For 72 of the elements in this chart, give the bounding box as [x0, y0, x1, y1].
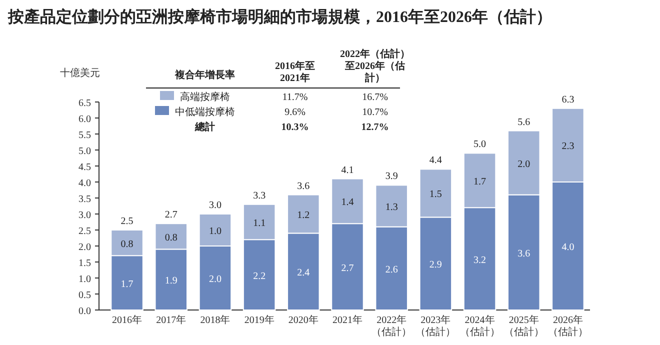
x-tick-label: 2026年（估計） [546, 315, 589, 339]
total-label: 3.3 [253, 190, 266, 202]
annotation: 16.7% [362, 92, 388, 103]
text: 複合年增長率 [174, 69, 235, 81]
text: 2022年（估計）至2026年（估計） [339, 49, 411, 85]
x-tick-label: 2022年（估計） [370, 315, 413, 339]
data-label: 1.3 [385, 202, 398, 213]
y-tick-label: 0.5 [78, 290, 91, 301]
y-tick-label: 6.0 [78, 114, 91, 125]
y-tick-label: 1.5 [78, 258, 91, 269]
chart-title: 按產品定位劃分的亞洲按摩椅市場明細的市場規模，2016年至2026年（估計） [7, 8, 552, 26]
x-tick-label: 2019年 [243, 315, 276, 327]
y-tick-label: 2.0 [78, 242, 91, 253]
legend-label: 中低端按摩椅 [175, 106, 235, 118]
data-label: 1.7 [120, 278, 134, 290]
total-label: 4.4 [429, 155, 442, 166]
x-tick-label: 2023年（估計） [414, 315, 457, 339]
data-label: 0.8 [164, 232, 178, 244]
y-tick-label: 6.5 [78, 98, 91, 109]
total-label: 5.6 [518, 116, 530, 128]
x-tick-label: 2024年（估計） [458, 315, 501, 339]
x-tick-label: 2016年 [111, 315, 144, 327]
total-label: 6.3 [562, 94, 574, 106]
data-label: 1.4 [341, 197, 354, 208]
x-tick-label: 2021年 [332, 315, 364, 327]
y-tick-label: 5.0 [78, 146, 91, 157]
data-label: 0.8 [120, 238, 134, 250]
annotation: 總計 [194, 121, 215, 133]
annotation: 12.7% [361, 122, 389, 133]
data-label: 3.6 [518, 248, 530, 260]
annotation: 10.3% [281, 122, 309, 133]
data-label: 2.6 [385, 264, 398, 276]
y-axis-title: 十億美元 [60, 67, 100, 79]
data-label: 2.2 [253, 270, 266, 282]
total-label: 5.0 [474, 139, 486, 150]
y-tick-label: 3.5 [78, 194, 91, 205]
x-tick-label: 2017年 [155, 315, 188, 327]
annotation: 10.7% [362, 107, 388, 118]
annotation: 11.7% [282, 92, 308, 103]
data-label: 3.2 [474, 254, 486, 266]
total-label: 4.1 [341, 164, 354, 176]
y-tick-label: 4.0 [78, 178, 91, 189]
data-label: 1.0 [208, 226, 222, 237]
data-label: 2.4 [297, 268, 310, 279]
total-label: 3.0 [208, 200, 222, 211]
total-label: 3.9 [385, 171, 398, 182]
x-tick-label: 2020年 [287, 315, 320, 327]
data-label: 2.7 [341, 262, 354, 274]
legend-label: 高端按摩椅 [180, 91, 230, 103]
data-label: 2.0 [208, 274, 222, 285]
annotation: 9.6% [284, 107, 306, 118]
y-tick-label: 5.5 [78, 130, 91, 141]
y-tick-label: 0.0 [78, 306, 91, 317]
y-tick-label: 3.0 [78, 210, 91, 221]
x-tick-label: 2018年 [199, 315, 232, 327]
data-label: 1.9 [164, 276, 178, 287]
data-label: 1.5 [429, 189, 442, 200]
data-label: 1.2 [297, 210, 310, 221]
y-tick-label: 2.5 [78, 226, 91, 237]
text: 2016年至2021年 [274, 61, 316, 85]
total-label: 2.5 [120, 216, 134, 227]
y-tick-label: 4.5 [78, 162, 91, 173]
data-label: 1.1 [253, 218, 266, 229]
data-label: 4.0 [562, 242, 574, 253]
x-tick-label: 2025年（估計） [502, 315, 545, 339]
data-label: 1.7 [474, 176, 486, 188]
total-label: 3.6 [297, 180, 310, 192]
data-label: 2.9 [429, 260, 442, 271]
y-tick-label: 1.0 [78, 274, 91, 285]
data-label: 2.3 [562, 141, 574, 152]
data-label: 2.0 [518, 158, 530, 170]
total-label: 2.7 [164, 210, 178, 221]
